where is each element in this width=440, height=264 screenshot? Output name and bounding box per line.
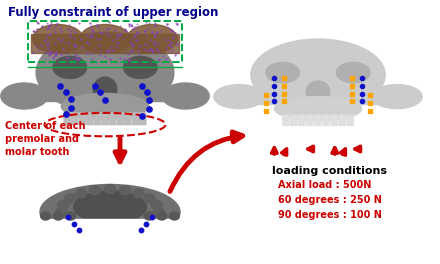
- FancyBboxPatch shape: [132, 113, 138, 125]
- Ellipse shape: [40, 185, 180, 239]
- FancyBboxPatch shape: [102, 113, 108, 125]
- FancyBboxPatch shape: [140, 113, 146, 125]
- Ellipse shape: [53, 212, 63, 220]
- Ellipse shape: [33, 25, 83, 53]
- Ellipse shape: [144, 212, 154, 220]
- FancyBboxPatch shape: [72, 113, 78, 125]
- Ellipse shape: [76, 189, 87, 198]
- FancyBboxPatch shape: [95, 113, 100, 125]
- Ellipse shape: [251, 39, 385, 111]
- Ellipse shape: [372, 84, 422, 109]
- Bar: [234, 89, 279, 104]
- FancyBboxPatch shape: [117, 113, 123, 125]
- Ellipse shape: [214, 84, 264, 109]
- FancyBboxPatch shape: [110, 113, 116, 125]
- Ellipse shape: [157, 212, 167, 220]
- Ellipse shape: [151, 200, 162, 209]
- Text: 60 degrees : 250 N: 60 degrees : 250 N: [278, 195, 382, 205]
- Ellipse shape: [80, 25, 130, 53]
- FancyBboxPatch shape: [79, 113, 85, 125]
- FancyBboxPatch shape: [307, 115, 313, 125]
- Ellipse shape: [53, 56, 87, 78]
- Ellipse shape: [162, 83, 209, 109]
- FancyBboxPatch shape: [315, 115, 321, 125]
- Ellipse shape: [55, 208, 66, 216]
- Ellipse shape: [66, 212, 76, 220]
- FancyBboxPatch shape: [299, 115, 305, 125]
- Ellipse shape: [306, 81, 330, 103]
- Text: Axial load : 500N: Axial load : 500N: [278, 180, 371, 190]
- Ellipse shape: [73, 191, 147, 223]
- Ellipse shape: [89, 186, 100, 195]
- Ellipse shape: [124, 56, 157, 78]
- Ellipse shape: [266, 62, 300, 83]
- Ellipse shape: [144, 194, 155, 203]
- FancyBboxPatch shape: [323, 115, 329, 125]
- Ellipse shape: [169, 212, 180, 220]
- Text: Center of each
premolar and
molar tooth: Center of each premolar and molar tooth: [5, 121, 85, 157]
- Bar: [357, 89, 402, 104]
- FancyBboxPatch shape: [331, 115, 337, 125]
- Ellipse shape: [337, 62, 370, 83]
- FancyBboxPatch shape: [339, 115, 345, 125]
- Ellipse shape: [58, 200, 69, 209]
- FancyBboxPatch shape: [283, 115, 289, 125]
- Ellipse shape: [133, 189, 144, 198]
- Ellipse shape: [93, 77, 117, 102]
- Ellipse shape: [104, 185, 116, 194]
- Text: Fully constraint of upper region: Fully constraint of upper region: [8, 6, 218, 19]
- Bar: [31, 34, 179, 53]
- Bar: [28, 21, 182, 62]
- FancyBboxPatch shape: [347, 115, 353, 125]
- Ellipse shape: [40, 212, 51, 220]
- Ellipse shape: [127, 25, 177, 53]
- Text: loading conditions: loading conditions: [272, 166, 387, 176]
- Ellipse shape: [1, 83, 48, 109]
- Ellipse shape: [154, 208, 165, 216]
- FancyBboxPatch shape: [291, 115, 297, 125]
- Ellipse shape: [65, 194, 76, 203]
- Bar: [145, 86, 189, 101]
- Ellipse shape: [274, 97, 362, 121]
- Bar: [33, 219, 187, 244]
- Text: 90 degrees : 100 N: 90 degrees : 100 N: [278, 210, 382, 220]
- FancyBboxPatch shape: [125, 113, 131, 125]
- Bar: [21, 86, 65, 101]
- FancyBboxPatch shape: [64, 113, 70, 125]
- Ellipse shape: [36, 32, 174, 113]
- FancyBboxPatch shape: [87, 113, 93, 125]
- Ellipse shape: [61, 93, 149, 119]
- Ellipse shape: [120, 186, 131, 195]
